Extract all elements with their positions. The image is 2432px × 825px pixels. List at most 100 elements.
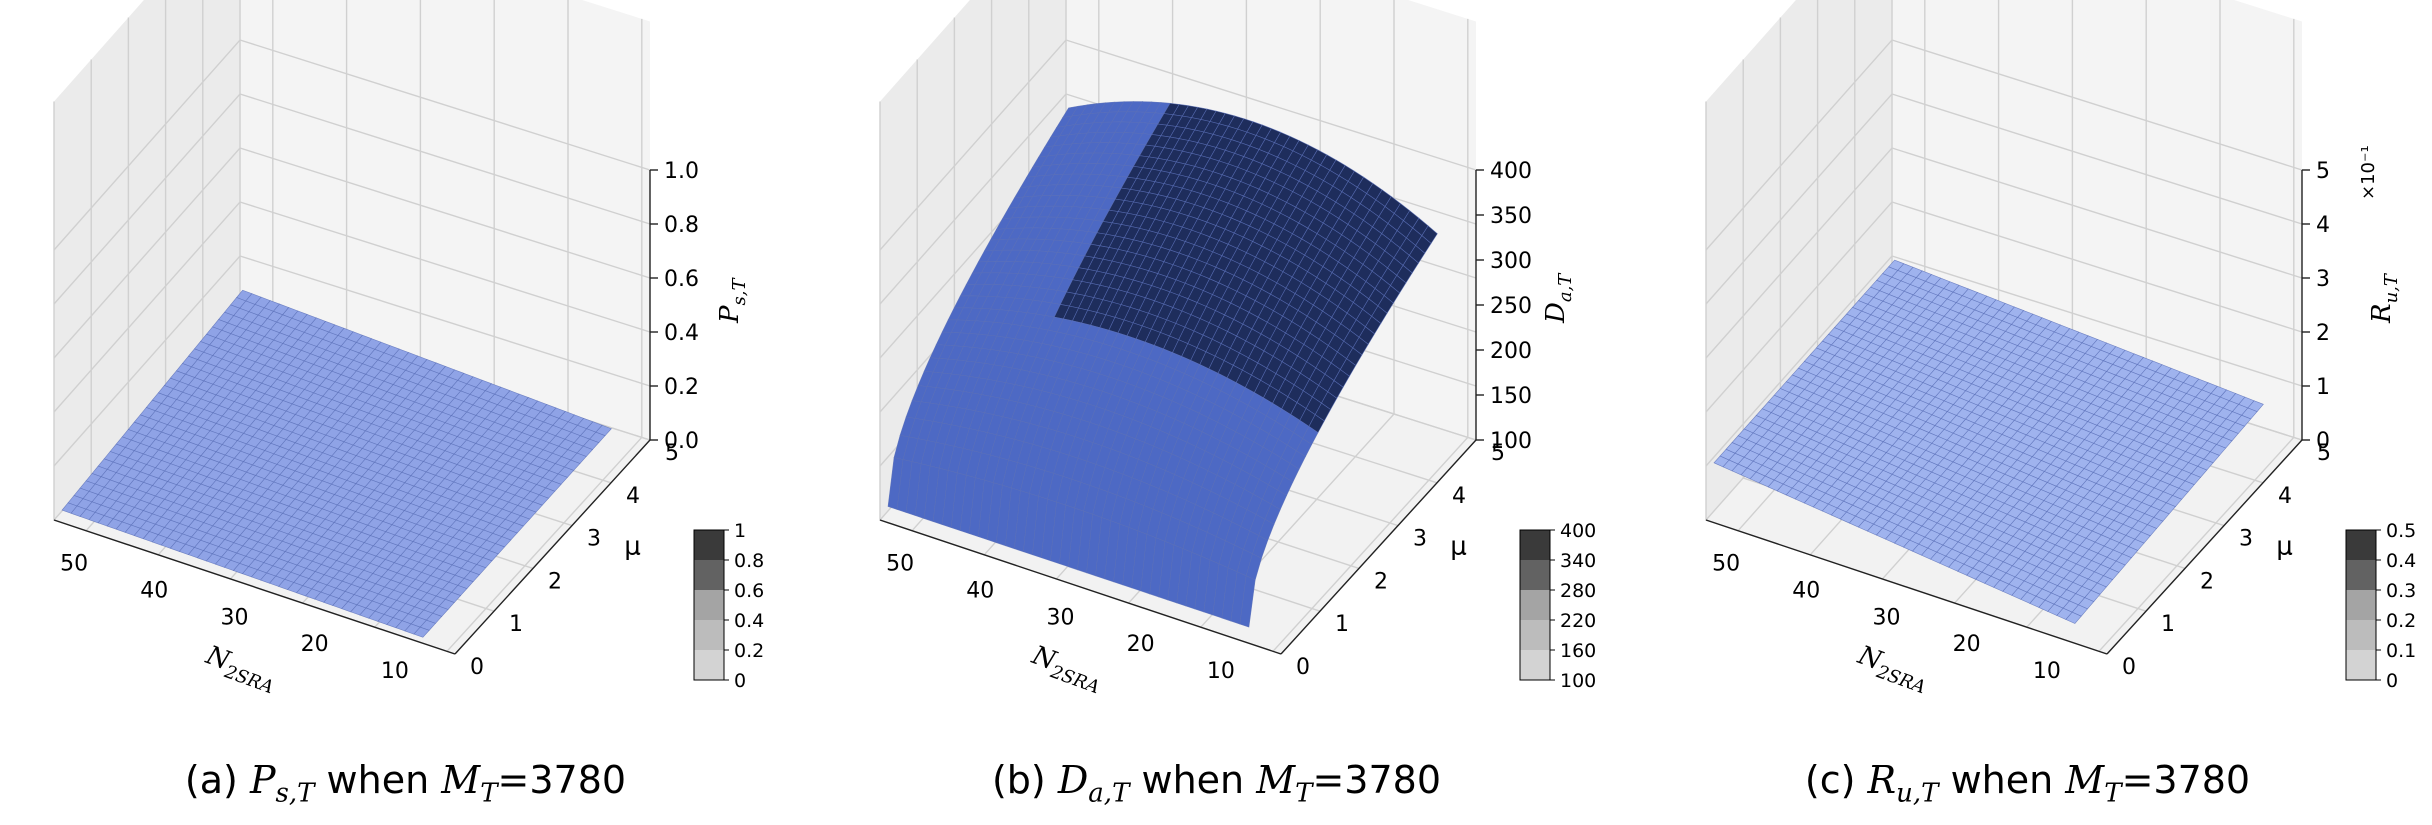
z-tick-label: 400	[1490, 159, 1532, 184]
colorbar-tick-label: 1	[734, 520, 746, 542]
colorbar-tick-label: 340	[1560, 550, 1596, 572]
surface-a	[61, 289, 612, 638]
colorbar-segment	[2346, 620, 2376, 650]
x-tick-label: 50	[886, 552, 914, 577]
z-tick-label: 250	[1490, 294, 1532, 319]
x-axis-label: N2SRA	[1025, 640, 1107, 698]
z-axis-label: Da,T	[1541, 272, 1576, 324]
z-tick-label: 0.8	[664, 213, 699, 238]
colorbar-tick-label: 100	[1560, 670, 1596, 692]
colorbar-tick-label: 0.1	[2386, 640, 2416, 662]
z-tick-label: 200	[1490, 339, 1532, 364]
x-tick-label: 30	[220, 605, 248, 630]
colorbar-segment	[694, 590, 724, 620]
z-tick-label: 150	[1490, 384, 1532, 409]
colorbar-tick-label: 0	[2386, 670, 2398, 692]
colorbar-tick-label: 280	[1560, 580, 1596, 602]
colorbar-segment	[1520, 560, 1550, 590]
colorbar-segment	[2346, 560, 2376, 590]
x-axis-line	[53, 519, 456, 655]
z-tick-label: 5	[2316, 159, 2330, 184]
z-axis-label: Ru,T	[2367, 272, 2402, 324]
colorbar-tick-label: 0.6	[734, 580, 764, 602]
z-tick-label: 0.2	[664, 375, 699, 400]
z-tick-label: 0.6	[664, 267, 699, 292]
colorbar-tick-label: 0.8	[734, 550, 764, 572]
surface-cell	[1239, 575, 1256, 628]
colorbar-tick-label: 0.4	[734, 610, 764, 632]
colorbar-tick-label: 400	[1560, 520, 1596, 542]
x-tick-label: 40	[140, 579, 168, 604]
caption-b: (b) Da,T when MT=3780	[991, 758, 1442, 809]
x-tick-label: 40	[1792, 579, 1820, 604]
x-tick-label: 50	[60, 552, 88, 577]
y-tick-label: 2	[548, 569, 562, 594]
colorbar-segment	[1520, 620, 1550, 650]
y-tick-label: 4	[626, 484, 640, 509]
y-tick-label: 1	[509, 612, 523, 637]
y-tick-label: 3	[1413, 527, 1427, 552]
z-tick-label: 4	[2316, 213, 2330, 238]
colorbar-tick-label: 0	[734, 670, 746, 692]
y-tick-label: 2	[1374, 569, 1388, 594]
colorbar-segment	[2346, 650, 2376, 680]
colorbar-tick-label: 220	[1560, 610, 1596, 632]
y-tick-label: 5	[1491, 441, 1505, 466]
x-tick-label: 10	[381, 659, 409, 684]
colorbar-segment	[2346, 590, 2376, 620]
colorbar-tick-label: 0.4	[2386, 550, 2416, 572]
y-tick-label: 0	[470, 655, 484, 680]
y-tick-label: 4	[2278, 484, 2292, 509]
colorbar-segment	[694, 530, 724, 560]
surface-c	[1713, 259, 2264, 624]
y-tick-label: 2	[2200, 569, 2214, 594]
colorbar-segment	[1520, 590, 1550, 620]
surface-cell	[2065, 611, 2082, 624]
x-axis-line	[1705, 519, 2108, 655]
x-tick-label: 30	[1872, 605, 1900, 630]
z-tick-label: 0	[2316, 429, 2330, 454]
colorbar-b: 100 160 220 280 340 400	[1519, 520, 1596, 692]
x-tick-label: 20	[1953, 632, 1981, 657]
x-tick-label: 40	[966, 579, 994, 604]
colorbar-a: 0 0.2 0.4 0.6 0.8 1	[693, 520, 764, 692]
colorbar-segment	[694, 650, 724, 680]
y-axis-label: μ	[2276, 531, 2293, 561]
y-tick-label: 5	[2317, 441, 2331, 466]
colorbar-segment	[2346, 530, 2376, 560]
z-tick-label: 100	[1490, 429, 1532, 454]
colorbar-segment	[694, 620, 724, 650]
x-tick-label: 20	[1127, 632, 1155, 657]
z-tick-label: 300	[1490, 249, 1532, 274]
y-tick-label: 0	[1296, 655, 1310, 680]
colorbar-tick-label: 0.3	[2386, 580, 2416, 602]
y-axis-line	[1280, 439, 1477, 655]
z-tick-label: 2	[2316, 321, 2330, 346]
colorbar-tick-label: 0.2	[2386, 610, 2416, 632]
z-exponent-label: ×10⁻¹	[2358, 145, 2379, 200]
y-tick-label: 4	[1452, 484, 1466, 509]
x-axis-label: N2SRA	[1851, 640, 1933, 698]
x-tick-label: 50	[1712, 552, 1740, 577]
surface-b	[887, 101, 1438, 628]
colorbar-tick-label: 0.2	[734, 640, 764, 662]
y-tick-label: 1	[1335, 612, 1349, 637]
colorbar-segment	[1520, 530, 1550, 560]
caption-a: (a) Ps,T when MT=3780	[184, 758, 627, 809]
colorbar-tick-label: 0.5	[2386, 520, 2416, 542]
z-axis-label: Ps,T	[715, 277, 750, 324]
colorbar-segment	[694, 560, 724, 590]
surface-cell	[413, 626, 430, 638]
y-axis-line	[2106, 439, 2303, 655]
z-tick-label: 3	[2316, 267, 2330, 292]
y-tick-label: 3	[587, 527, 601, 552]
x-tick-label: 30	[1046, 605, 1074, 630]
y-axis-label: μ	[624, 531, 641, 561]
colorbar-tick-label: 160	[1560, 640, 1596, 662]
z-tick-label: 1.0	[664, 159, 699, 184]
colorbar-segment	[1520, 650, 1550, 680]
